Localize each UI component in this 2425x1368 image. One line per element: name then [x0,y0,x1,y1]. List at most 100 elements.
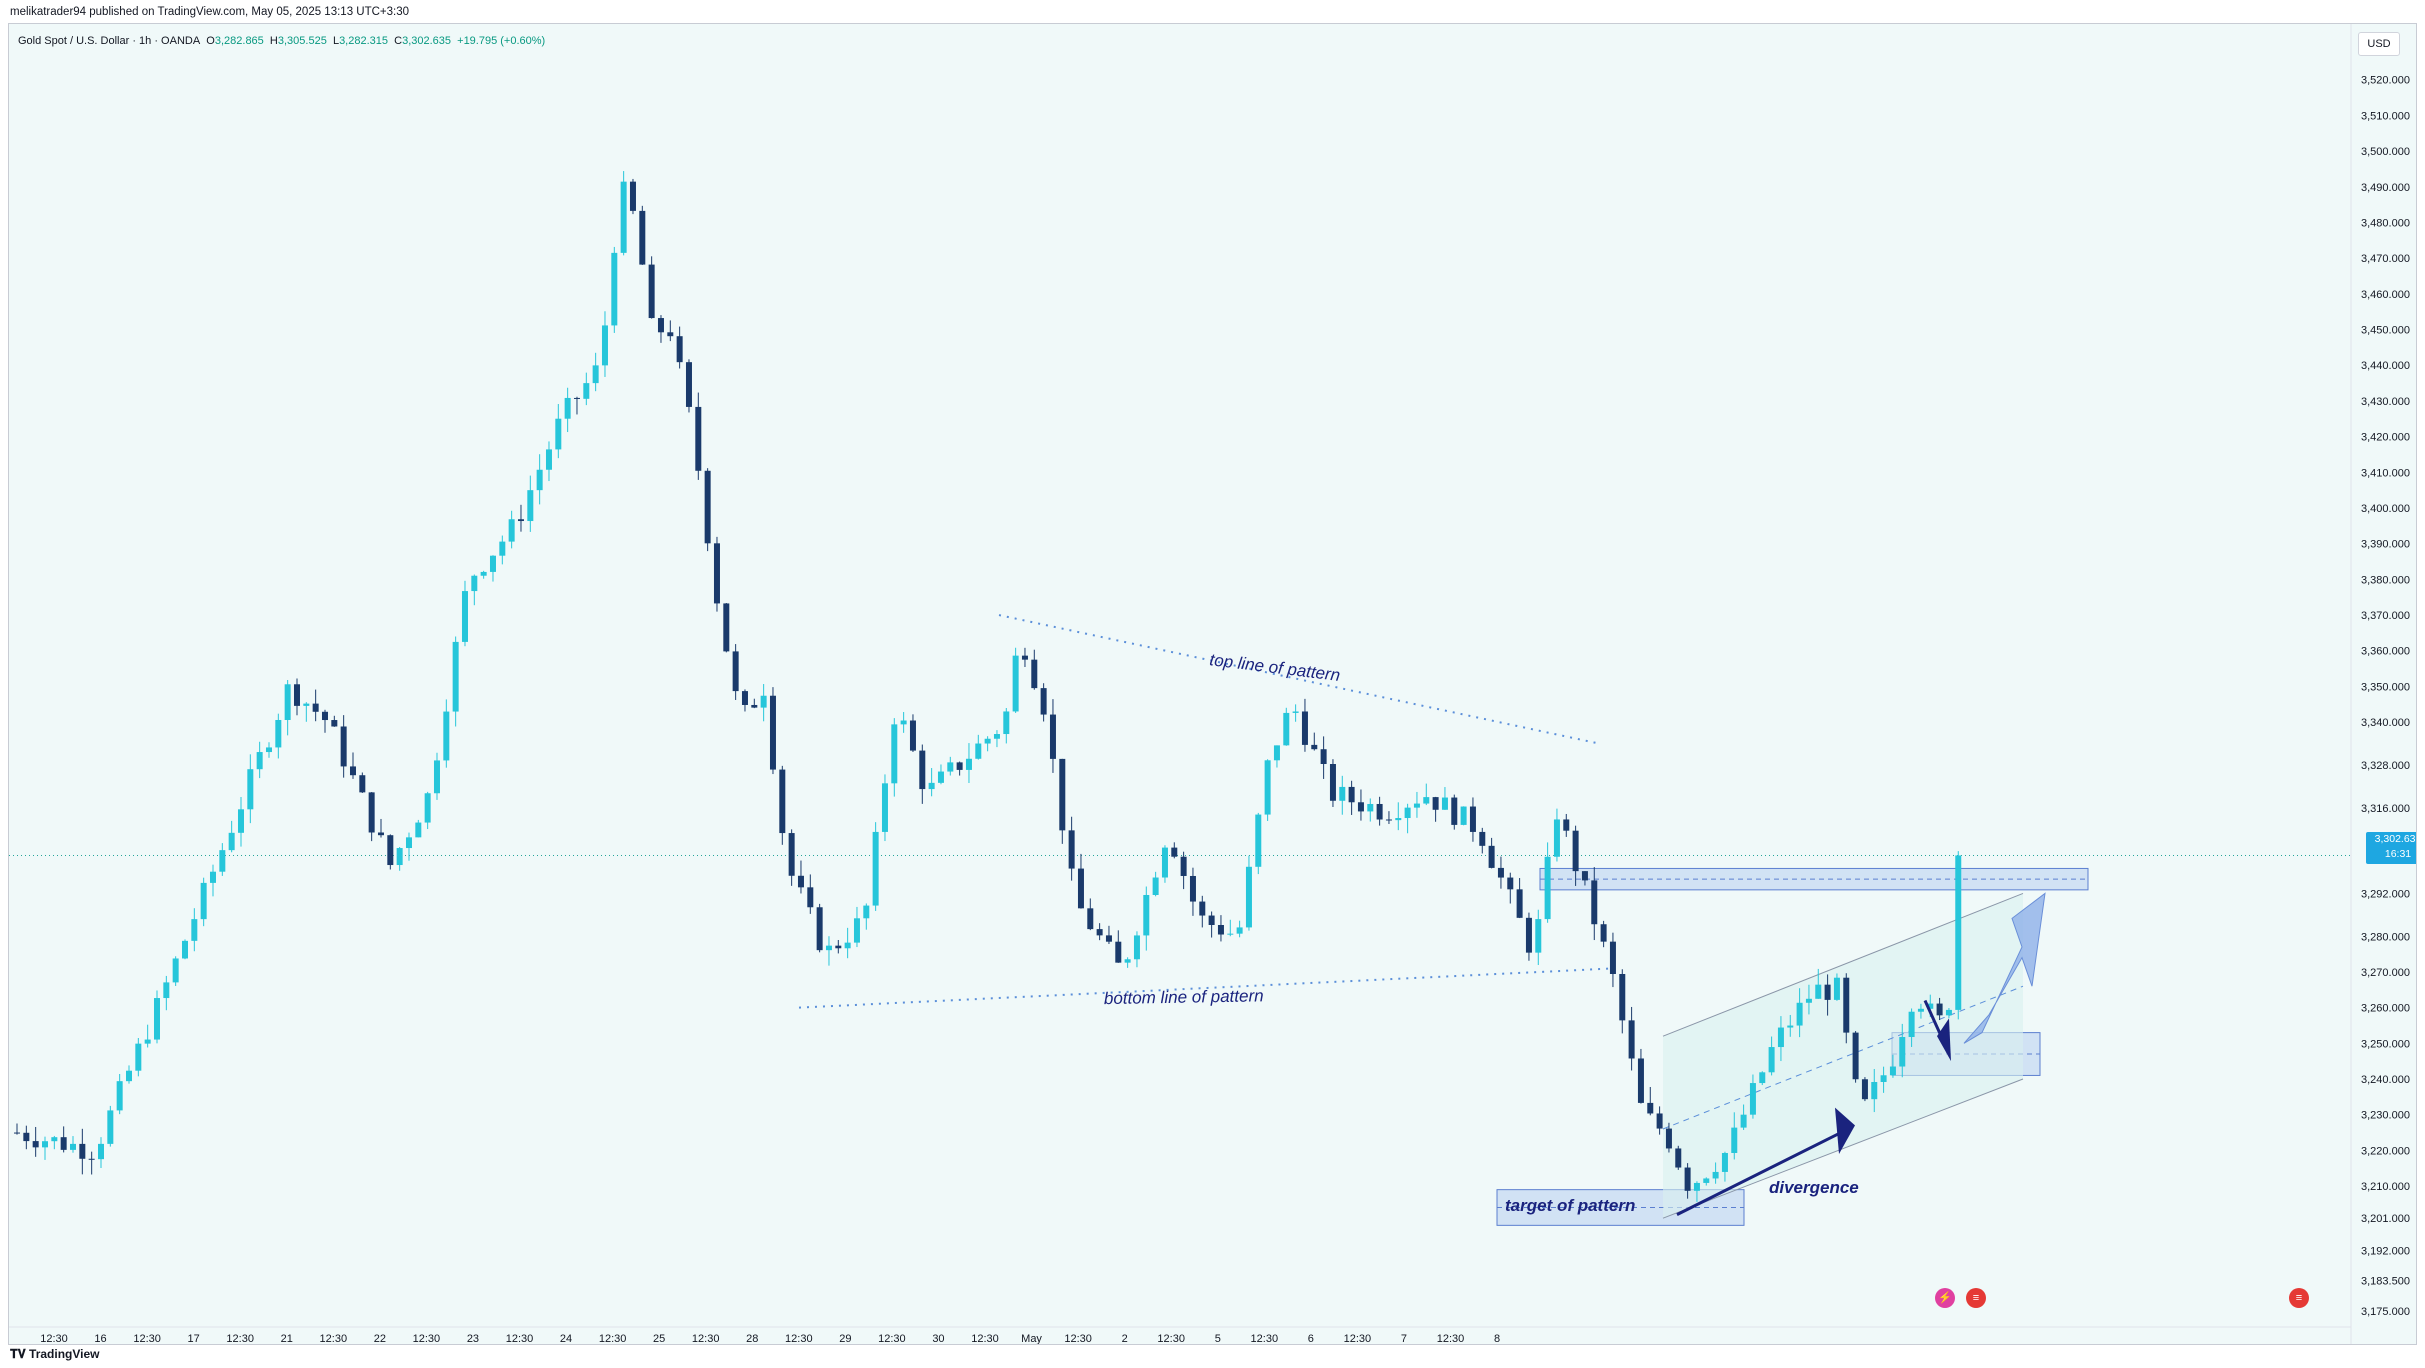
candle-down [1516,889,1523,918]
candle-down [1077,868,1084,909]
candle-up [1796,1002,1803,1026]
candle-up [891,724,898,784]
candle-down [1609,941,1616,974]
candle-up [1815,984,1822,999]
candle-down [676,336,683,363]
candle-down [573,397,580,399]
x-tick-label: 12:30 [971,1333,999,1344]
annotation-label: bottom line of pattern [1104,986,1264,1008]
lightning-event-icon[interactable]: ⚡ [1935,1288,1955,1308]
candle-down [349,766,356,776]
candle-up [172,958,179,983]
candle-down [1488,845,1495,868]
candle-down [23,1132,30,1142]
candle-down [807,887,814,908]
candle-up [1740,1114,1747,1128]
candle-down [1469,806,1476,832]
candle-down [1432,797,1439,810]
close-label: C [394,35,403,47]
y-tick-label: 3,520.000 [2361,75,2410,87]
candle-down [629,181,636,211]
candle-up [1423,797,1430,804]
y-tick-label: 3,460.000 [2361,289,2410,301]
us-flag-event-icon[interactable]: ≡ [1966,1288,1986,1308]
y-tick-label: 3,480.000 [2361,217,2410,229]
candle-down [779,769,786,834]
candle-up [1544,856,1551,920]
candle-up [1264,760,1271,815]
candle-up [1535,919,1542,953]
candle-down [1021,655,1028,660]
candle-up [881,783,888,832]
x-tick-label: 21 [281,1333,293,1344]
candle-up [396,848,403,866]
candle-up [1917,1008,1924,1012]
candle-up [1768,1047,1775,1073]
open-label: O [206,35,215,47]
candle-up [116,1081,123,1111]
candle-up [107,1110,114,1144]
candle-up [1395,818,1402,821]
candle-down [368,792,375,833]
chart-panel[interactable]: 3,520.000 3,510.000 3,500.000 3,490.000 3,48… [8,23,2417,1345]
candle-up [975,743,982,759]
candle-down [648,264,655,319]
candle-down [956,762,963,770]
candle-up [41,1141,48,1148]
channel-fill [1663,893,2023,1219]
y-tick-label: 3,210.000 [2361,1181,2410,1193]
candle-down [293,684,300,706]
y-tick-label: 3,410.000 [2361,467,2410,479]
publisher-line: melikatrader94 published on TradingView.… [10,6,410,18]
candle-up [853,918,860,943]
price-chart[interactable]: 3,520.000 3,510.000 3,500.000 3,490.000 3,48… [9,24,2416,1344]
candle-down [1208,915,1215,925]
candle-down [1329,764,1336,801]
candle-up [181,940,188,959]
x-tick-label: 12:30 [1157,1333,1185,1344]
y-tick-label: 3,440.000 [2361,360,2410,372]
currency-button[interactable]: USD [2358,32,2400,56]
candle-down [1665,1128,1672,1149]
candle-down [1861,1079,1868,1100]
candle-down [321,711,328,721]
candle-down [359,775,366,793]
x-tick-label: 12:30 [133,1333,161,1344]
y-tick-label: 3,240.000 [2361,1074,2410,1086]
candle-down [1647,1102,1654,1114]
retest-arrowhead [1937,1018,1951,1062]
candle-down [1115,941,1122,963]
candle-up [1003,711,1010,735]
tradingview-logo[interactable]: 𝐓𝐕 TradingView [10,1347,100,1362]
candle-up [947,762,954,772]
candle-up [1339,786,1346,801]
y-tick-label: 3,316.000 [2361,803,2410,815]
channel-mid-line [1662,985,2024,1130]
x-tick-label: 12:30 [878,1333,906,1344]
candle-up [965,758,972,770]
x-tick-label: 12:30 [226,1333,254,1344]
y-tick-label: 3,470.000 [2361,253,2410,265]
candle-down [1619,973,1626,1021]
divergence-arrowhead [1835,1107,1855,1154]
y-tick-label: 3,328.000 [2361,760,2410,772]
us-flag-event-icon[interactable]: ≡ [2289,1288,2309,1308]
candle-down [1180,856,1187,876]
candle-up [247,769,254,810]
candle-up [760,695,767,708]
candle-up [275,719,282,748]
symbol-title: Gold Spot / U.S. Dollar · 1h · OANDA [18,35,201,47]
candle-down [1843,977,1850,1033]
candle-up [583,383,590,399]
candle-up [1012,655,1019,712]
candle-up [1460,806,1467,825]
low-label: L [332,35,340,47]
candle-down [1824,984,1831,1000]
candle-down [32,1141,39,1148]
candle-down [713,543,720,604]
candle-up [209,871,216,883]
candle-down [1628,1020,1635,1059]
x-tick-label: 8 [1494,1333,1500,1344]
candle-up [536,469,543,491]
x-tick-label: 12:30 [1344,1333,1372,1344]
